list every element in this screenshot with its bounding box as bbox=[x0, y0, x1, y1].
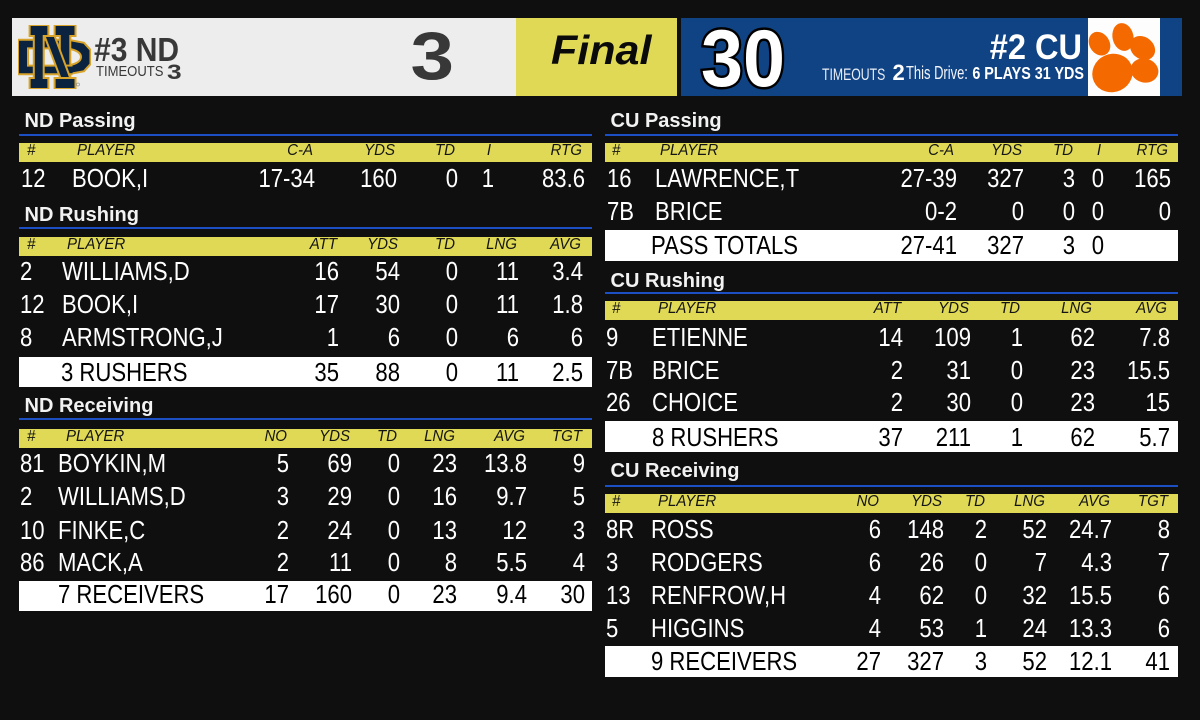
svg-text:30: 30 bbox=[701, 18, 785, 96]
